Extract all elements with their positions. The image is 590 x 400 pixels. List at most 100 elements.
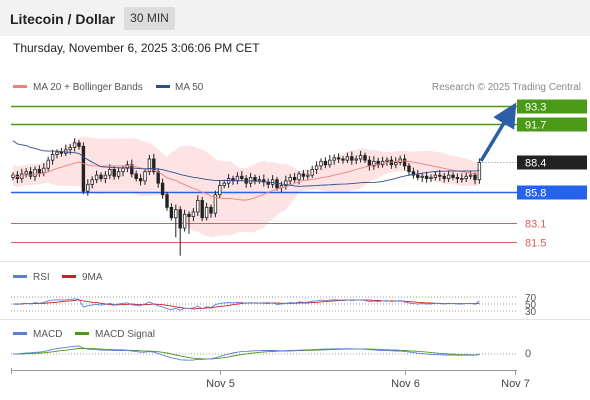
candle-up	[372, 160, 376, 167]
candle-up	[143, 171, 147, 182]
ma20-line	[12, 160, 480, 201]
candle-up	[103, 174, 108, 179]
candle-up	[94, 174, 99, 181]
candle-down	[350, 156, 354, 161]
macd-legend-swatch	[13, 332, 27, 335]
price-levels	[11, 105, 517, 243]
candle-down	[363, 155, 367, 161]
candle-up	[218, 185, 222, 196]
rsi-tick-label: 70	[525, 293, 537, 304]
candle-down	[112, 168, 116, 177]
candle-up	[196, 200, 200, 213]
candle-down	[152, 158, 156, 173]
level-tag	[517, 155, 587, 170]
candle-up	[270, 179, 275, 185]
support-label: 83.1	[525, 219, 546, 231]
macd-signal-line	[13, 347, 480, 360]
macd-panel: 0	[11, 345, 531, 361]
candle-down	[99, 174, 103, 179]
candle-up	[420, 175, 424, 178]
ma50-legend-swatch	[156, 85, 170, 88]
candle-up	[182, 213, 187, 229]
candle-down	[28, 171, 33, 177]
candle-down	[156, 171, 160, 184]
ma50-legend-label: MA 50	[175, 82, 204, 93]
pair-title: Litecoin / Dollar	[10, 11, 116, 27]
candle-down	[402, 158, 407, 167]
level-tag-label: 91.7	[525, 120, 546, 132]
candle-down	[37, 168, 42, 174]
candle-up	[121, 167, 125, 173]
candle-up	[429, 177, 433, 179]
candle-up	[24, 171, 28, 175]
candle-down	[473, 174, 477, 181]
rsi-ma-line	[13, 299, 480, 310]
time-axis-label: Nov 7	[501, 378, 530, 390]
candle-down	[301, 173, 306, 177]
candle-up	[385, 159, 389, 162]
candle-down	[138, 178, 143, 182]
candle-up	[288, 177, 292, 182]
candle-up	[68, 147, 72, 151]
candle-down	[336, 157, 341, 160]
candle-up	[108, 168, 112, 176]
candle-up	[191, 211, 196, 217]
candle-up	[345, 156, 350, 161]
candle-down	[416, 174, 420, 178]
candle-up	[314, 165, 319, 170]
time-axis-label: Nov 5	[206, 378, 235, 390]
rsi-legend-swatch	[13, 275, 27, 278]
candle-down	[407, 165, 411, 173]
rsi-legend-label: RSI	[33, 272, 50, 283]
candle-down	[81, 145, 86, 192]
candle-up	[55, 151, 59, 155]
level-tag-label: 85.8	[525, 188, 546, 200]
candle-up	[332, 157, 336, 161]
candle-down	[323, 160, 328, 166]
candle-up	[46, 159, 50, 169]
rsi-tick-label: 50	[525, 300, 537, 311]
candlesticks	[11, 138, 482, 256]
forecast-arrow	[479, 102, 517, 162]
candle-down	[438, 174, 442, 177]
candle-up	[33, 168, 37, 177]
rsi-legend: RSI 9MA	[13, 272, 103, 283]
candle-up	[354, 158, 358, 161]
candle-up	[358, 155, 363, 160]
candle-down	[209, 206, 213, 214]
candle-up	[328, 159, 332, 166]
bollinger-legend-label: MA 20 + Bollinger Bands	[33, 82, 143, 93]
bollinger-legend-swatch	[13, 85, 27, 88]
candle-up	[90, 179, 94, 185]
candle-up	[446, 174, 451, 179]
candle-down	[240, 175, 244, 179]
level-tag	[517, 99, 587, 114]
macd-legend-label: MACD	[33, 329, 62, 340]
research-credit: Research © 2025 Trading Central	[432, 82, 581, 93]
candle-up	[204, 206, 209, 219]
support-label: 81.5	[525, 238, 546, 250]
candle-up	[319, 160, 323, 167]
timeframe-button[interactable]: 30 MIN	[124, 7, 175, 30]
candle-up	[460, 178, 464, 180]
candle-down	[187, 213, 191, 217]
candle-down	[455, 177, 460, 179]
candle-up	[257, 179, 262, 182]
candle-up	[147, 158, 152, 173]
macd-line	[12, 345, 480, 361]
candle-down	[442, 175, 446, 179]
candle-up	[50, 154, 55, 161]
timestamp: Thursday, November 6, 2025 3:06:06 PM CE…	[13, 41, 260, 55]
level-tag	[517, 117, 587, 132]
candle-up	[125, 164, 130, 169]
candle-up	[284, 180, 288, 186]
candle-down	[165, 194, 169, 208]
candle-up	[213, 194, 218, 214]
candle-up	[468, 174, 473, 177]
candle-up	[116, 171, 121, 177]
moving-averages	[12, 140, 480, 201]
candle-down	[424, 175, 429, 179]
time-axis-label: Nov 6	[391, 378, 420, 390]
